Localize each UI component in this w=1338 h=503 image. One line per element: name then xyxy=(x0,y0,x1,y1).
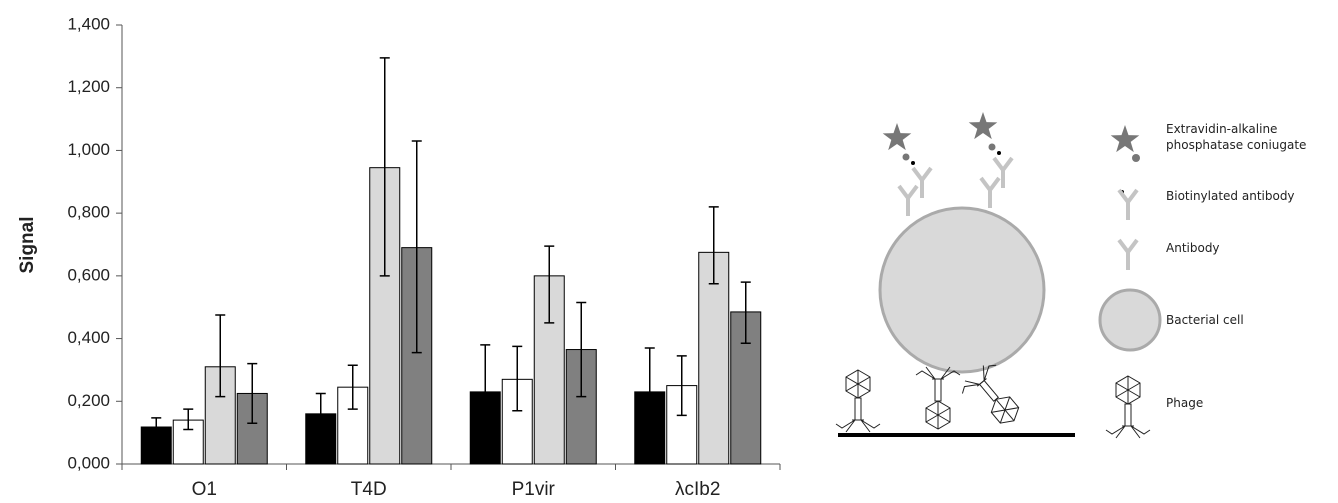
y-tick-label: 0,800 xyxy=(67,203,110,222)
phage-icon xyxy=(1106,376,1150,438)
antibody-icon xyxy=(1119,190,1137,220)
page: {"chart_data": {"type": "bar", "y_label"… xyxy=(0,0,1338,503)
y-tick-label: 1,400 xyxy=(67,14,110,33)
antibody-icon xyxy=(913,168,931,198)
phage-icon xyxy=(836,370,880,432)
legend-text: Biotinylated antibody xyxy=(1166,188,1338,204)
legend-text: Bacterial cell xyxy=(1166,312,1338,328)
phage-icon xyxy=(916,367,960,429)
antibody-icon xyxy=(981,178,999,208)
y-tick-label: 0,000 xyxy=(67,453,110,472)
x-tick-label: P1vir xyxy=(512,479,556,500)
star-icon xyxy=(1111,125,1140,152)
cell-icon xyxy=(1100,290,1160,350)
y-tick-label: 1,000 xyxy=(67,140,110,159)
legend-text: Phage xyxy=(1166,395,1338,411)
legend-text: Antibody xyxy=(1166,240,1338,256)
x-tick-label: O1 xyxy=(192,479,217,500)
star-icon xyxy=(883,123,912,150)
antibody-icon xyxy=(1119,240,1137,270)
x-tick-label: T4D xyxy=(351,479,387,500)
y-tick-label: 0,600 xyxy=(67,265,110,284)
cell xyxy=(880,208,1044,372)
chart: Signal 0,000 0,200 0,400 0,600 0,800 1,000 1,2… xyxy=(0,0,1338,503)
antibody-icon xyxy=(899,186,917,216)
y-tick-label: 0,200 xyxy=(67,391,110,410)
legend-text: Extravidin-alkaline phosphatase coniugat… xyxy=(1166,121,1338,153)
diagram xyxy=(836,112,1160,438)
x-tick-label: λcIb2 xyxy=(675,479,720,500)
y-axis-title: Signal xyxy=(17,216,38,273)
y-tick-label: 0,400 xyxy=(67,328,110,347)
y-tick-label: 1,200 xyxy=(67,77,110,96)
star-icon xyxy=(969,112,998,139)
